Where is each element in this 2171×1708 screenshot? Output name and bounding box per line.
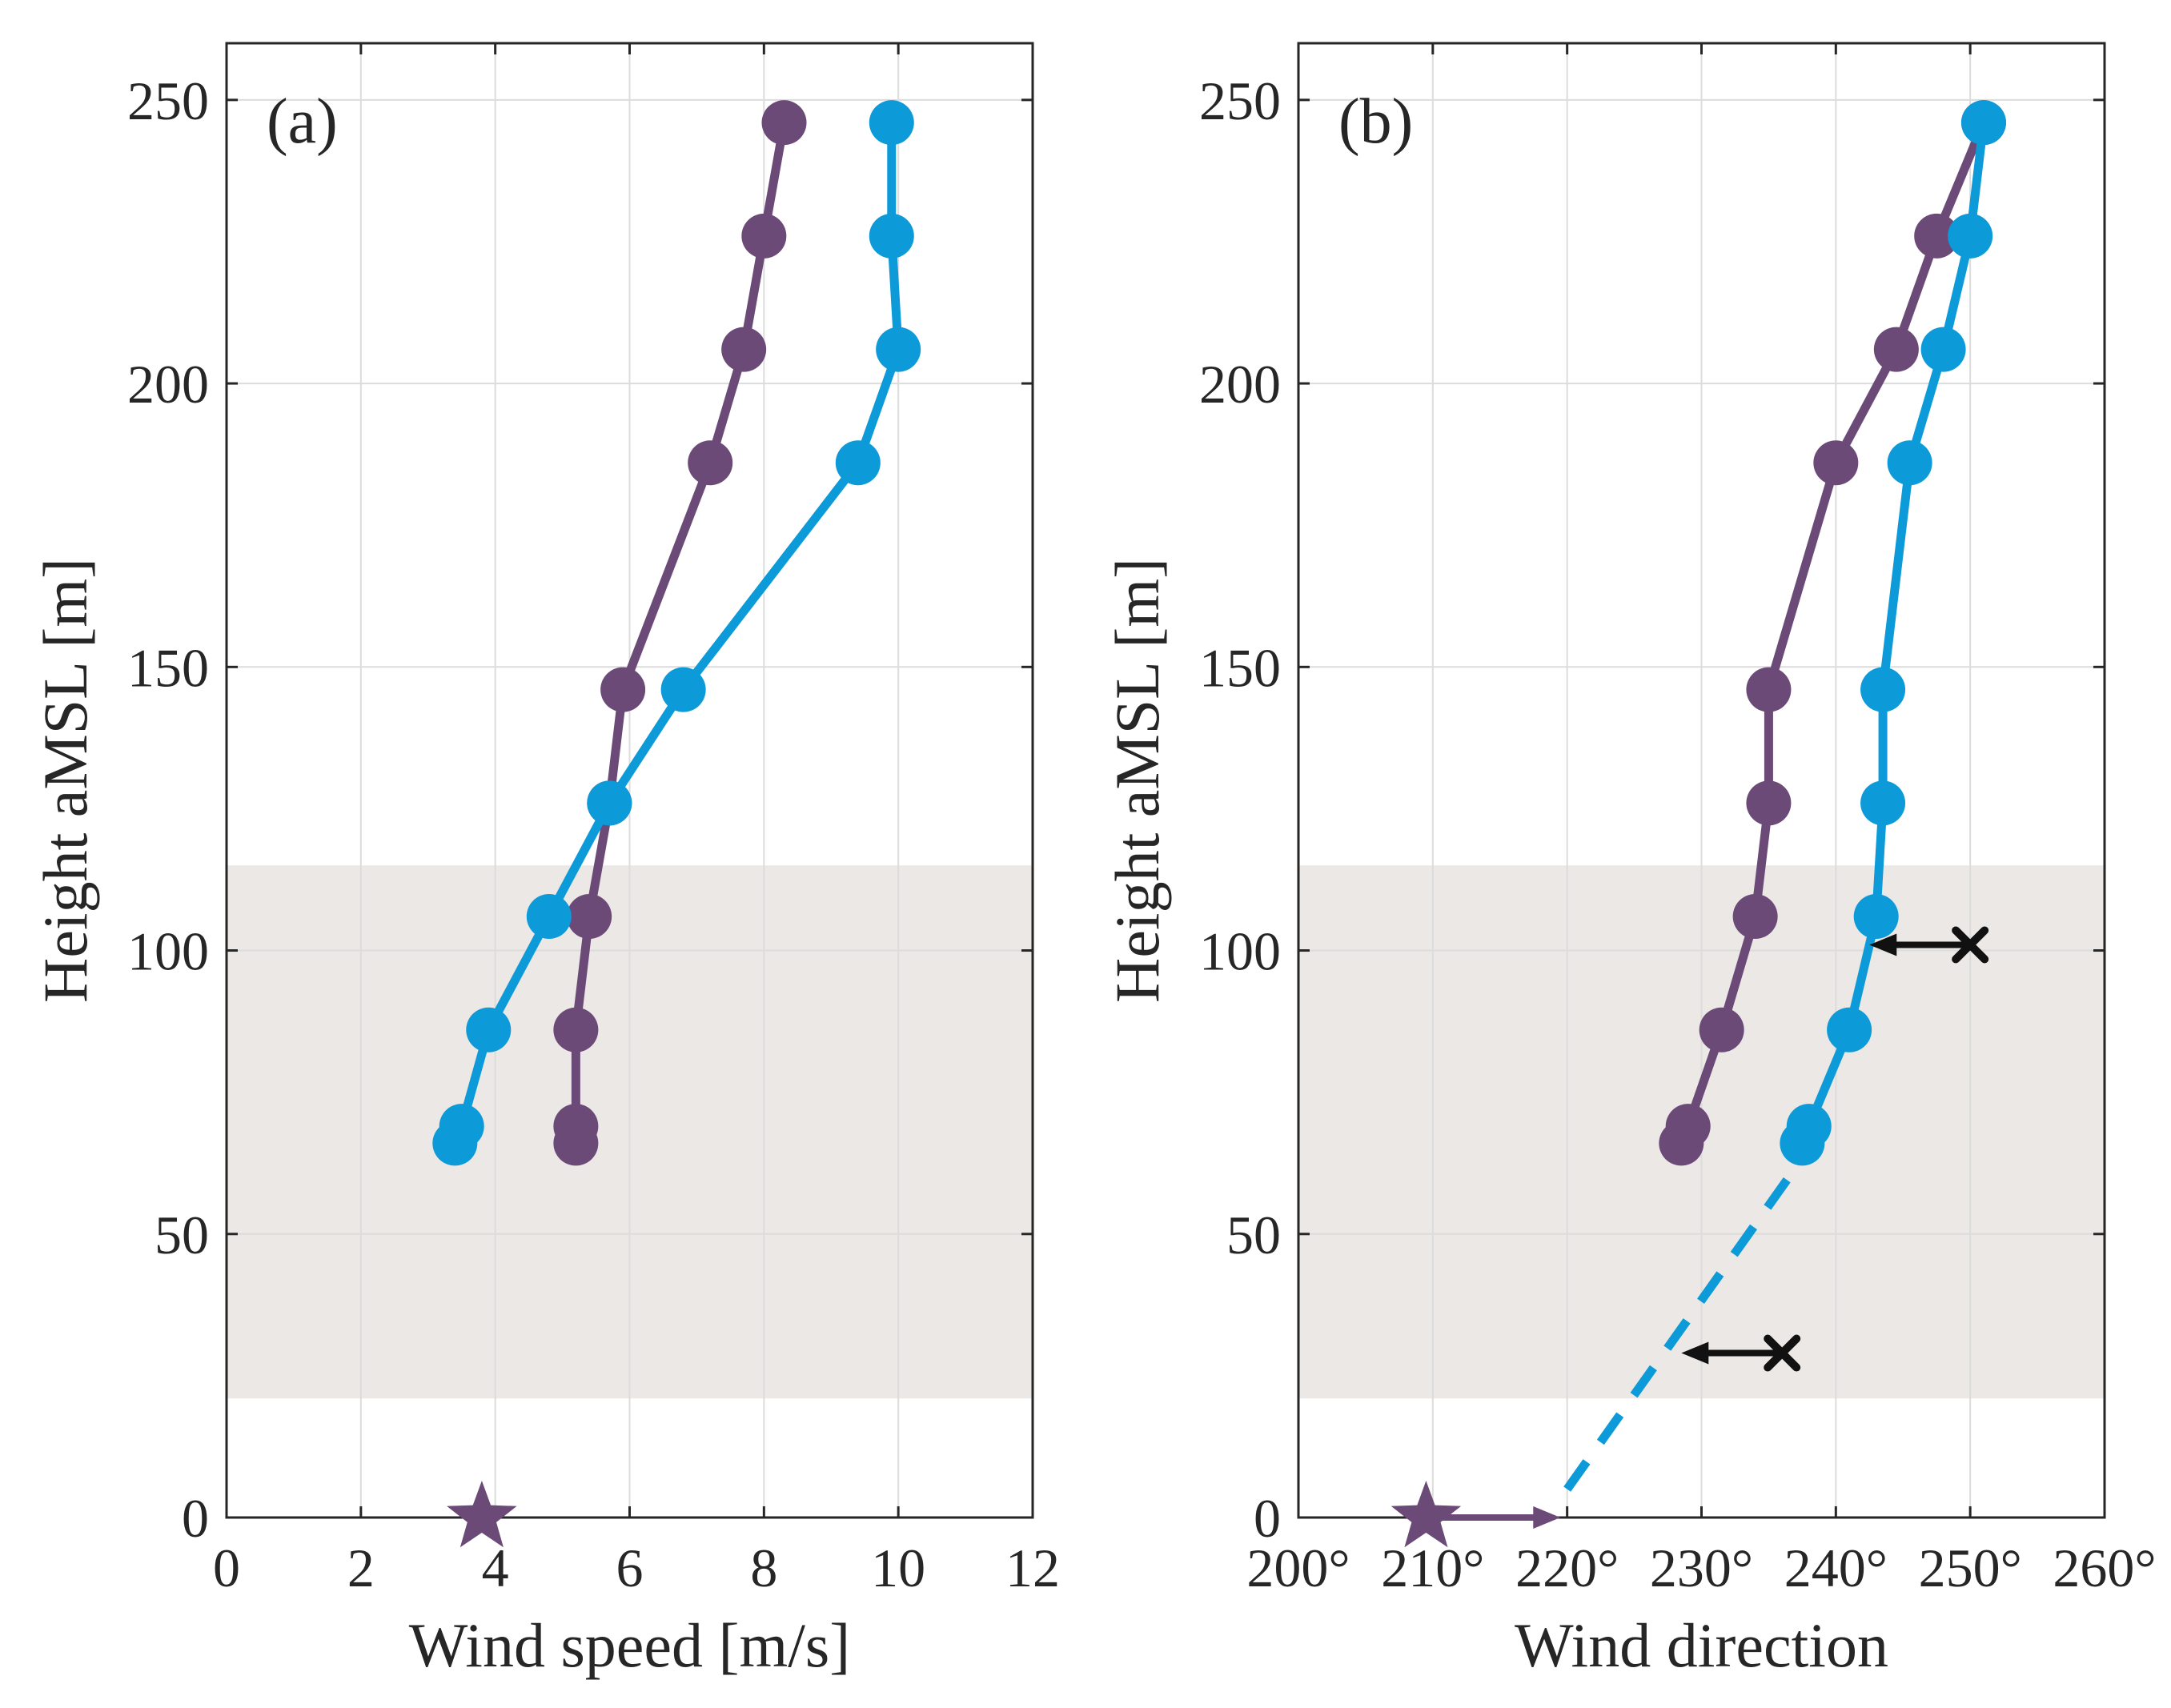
series-line bbox=[1798, 122, 1988, 1145]
y-tick-label: 200 bbox=[1199, 354, 1281, 415]
data-layer bbox=[1563, 100, 2006, 1492]
data-point bbox=[869, 213, 914, 259]
y-tick-label: 50 bbox=[1226, 1205, 1281, 1265]
data-point bbox=[761, 100, 807, 146]
y-tick-label: 100 bbox=[1199, 921, 1281, 982]
panel-b-wind-direction: 200° 210° 220° 230° 240° 250° 260° 0 50 … bbox=[1102, 42, 2157, 1680]
x-marker bbox=[1764, 1334, 1801, 1372]
data-point bbox=[1914, 213, 1960, 259]
x-tick-label: 230° bbox=[1650, 1538, 1753, 1598]
data-point bbox=[869, 100, 914, 146]
y-tick-label: 100 bbox=[127, 921, 209, 982]
arrow-head bbox=[1681, 1341, 1709, 1365]
data-point bbox=[1746, 667, 1792, 712]
data-point bbox=[1732, 894, 1778, 940]
x-axis-label: Wind direction bbox=[1515, 1610, 1888, 1680]
data-point bbox=[553, 1104, 599, 1149]
data-point bbox=[660, 667, 706, 712]
x-tick-label: 200° bbox=[1246, 1538, 1350, 1598]
panel-label: (b) bbox=[1338, 86, 1413, 157]
data-point bbox=[1873, 327, 1919, 372]
y-tick-label: 0 bbox=[182, 1488, 209, 1549]
data-point bbox=[1887, 440, 1932, 486]
x-tick-label: 12 bbox=[1005, 1538, 1060, 1598]
x-tick-label: 6 bbox=[616, 1538, 644, 1598]
series-line bbox=[451, 122, 903, 1145]
x-tick-label: 2 bbox=[347, 1538, 375, 1598]
data-point bbox=[741, 213, 787, 259]
y-tick-labels: 0 50 100 150 200 250 bbox=[127, 70, 209, 1549]
data-point bbox=[835, 440, 881, 486]
y-tick-label: 150 bbox=[1199, 637, 1281, 698]
data-point bbox=[876, 327, 921, 372]
y-tick-label: 250 bbox=[127, 70, 209, 131]
y-tick-label: 0 bbox=[1254, 1488, 1281, 1549]
x-tick-label: 260° bbox=[2053, 1538, 2156, 1598]
data-point bbox=[721, 327, 767, 372]
panel-a-wind-speed: 0 2 4 6 8 10 12 0 50 100 150 200 250 (a)… bbox=[30, 42, 1060, 1680]
y-axis-label: Height aMSL [m] bbox=[30, 558, 100, 1003]
surface-star-marker bbox=[1390, 1481, 1462, 1548]
y-axis-label: Height aMSL [m] bbox=[1102, 558, 1172, 1003]
x-tick-label: 8 bbox=[750, 1538, 777, 1598]
data-point bbox=[567, 894, 612, 940]
x-tick-label: 4 bbox=[482, 1538, 509, 1598]
surface-marker-layer bbox=[1390, 926, 1989, 1548]
data-point bbox=[1860, 667, 1906, 712]
surface-marker-layer bbox=[447, 1481, 517, 1548]
x-tick-label: 250° bbox=[1919, 1538, 2022, 1598]
x-tick-label: 210° bbox=[1381, 1538, 1484, 1598]
x-marker bbox=[1952, 926, 1989, 964]
data-point bbox=[587, 780, 632, 826]
extrapolation-line bbox=[1563, 1174, 1793, 1492]
series-line bbox=[1677, 121, 1988, 1145]
x-tick-labels: 200° 210° 220° 230° 240° 250° 260° bbox=[1246, 1538, 2156, 1598]
data-point bbox=[1960, 100, 2006, 146]
data-point bbox=[1860, 780, 1906, 826]
arrow-head bbox=[1869, 933, 1897, 956]
tick-marks bbox=[225, 43, 1034, 1519]
arrow-head bbox=[1533, 1506, 1561, 1529]
x-tick-label: 10 bbox=[871, 1538, 925, 1598]
data-point bbox=[439, 1104, 484, 1149]
x-tick-label: 0 bbox=[213, 1538, 240, 1598]
data-point bbox=[1827, 1007, 1872, 1052]
data-point bbox=[526, 894, 572, 940]
x-tick-label: 240° bbox=[1784, 1538, 1888, 1598]
data-point bbox=[1853, 894, 1899, 940]
data-point bbox=[553, 1007, 599, 1052]
data-point bbox=[1746, 780, 1792, 826]
surface-star-marker bbox=[447, 1481, 517, 1548]
y-tick-label: 50 bbox=[154, 1205, 209, 1265]
data-point bbox=[688, 440, 733, 486]
grid-lines bbox=[1298, 43, 2105, 1518]
y-tick-label: 150 bbox=[127, 637, 209, 698]
y-tick-label: 200 bbox=[127, 354, 209, 415]
y-tick-label: 250 bbox=[1199, 70, 1281, 131]
data-point bbox=[600, 667, 646, 712]
data-point bbox=[1665, 1104, 1711, 1149]
grid-lines bbox=[227, 43, 1033, 1518]
data-point bbox=[1920, 327, 1966, 372]
x-tick-labels: 0 2 4 6 8 10 12 bbox=[213, 1538, 1060, 1598]
panel-label: (a) bbox=[267, 86, 338, 157]
data-layer bbox=[432, 100, 921, 1166]
data-point bbox=[1813, 440, 1859, 486]
series-line bbox=[571, 122, 789, 1144]
y-tick-labels: 0 50 100 150 200 250 bbox=[1199, 70, 1281, 1549]
data-point bbox=[1948, 213, 1993, 259]
tick-marks bbox=[1297, 43, 2106, 1519]
x-axis-label: Wind speed [m/s] bbox=[409, 1610, 850, 1680]
x-tick-label: 220° bbox=[1515, 1538, 1619, 1598]
data-point bbox=[1699, 1007, 1744, 1052]
data-point bbox=[466, 1007, 512, 1052]
data-point bbox=[1786, 1104, 1832, 1149]
